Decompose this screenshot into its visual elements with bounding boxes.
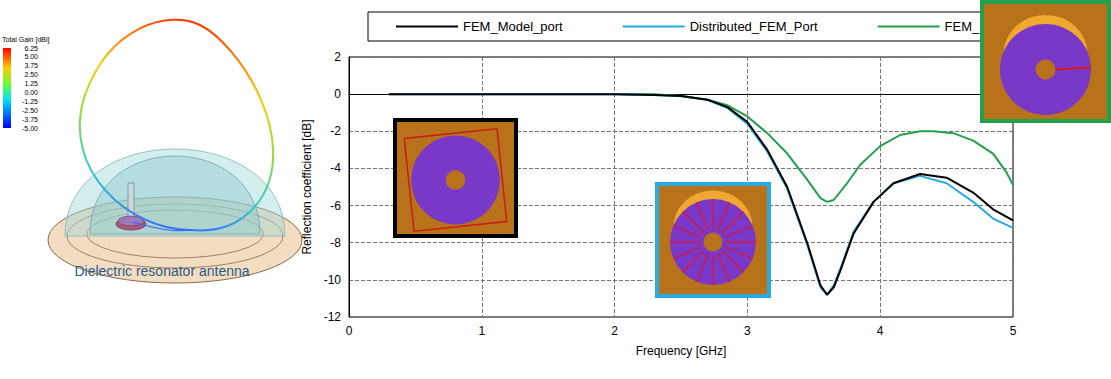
svg-text:-2: -2 <box>330 124 341 138</box>
svg-text:6.25: 6.25 <box>24 45 38 52</box>
svg-text:4: 4 <box>877 324 884 338</box>
svg-text:Frequency [GHz]: Frequency [GHz] <box>636 344 727 358</box>
svg-text:5: 5 <box>1010 324 1017 338</box>
svg-text:-6: -6 <box>330 199 341 213</box>
svg-text:-10: -10 <box>324 273 342 287</box>
svg-text:0.00: 0.00 <box>24 89 38 96</box>
svg-text:2: 2 <box>334 50 341 64</box>
svg-text:-1.25: -1.25 <box>22 98 38 105</box>
svg-text:-8: -8 <box>330 236 341 250</box>
svg-text:3: 3 <box>744 324 751 338</box>
svg-text:3.75: 3.75 <box>24 62 38 69</box>
svg-text:1: 1 <box>478 324 485 338</box>
svg-text:0: 0 <box>346 324 353 338</box>
svg-text:Total Gain [dBi]: Total Gain [dBi] <box>2 36 50 44</box>
svg-text:2: 2 <box>611 324 618 338</box>
svg-text:-12: -12 <box>324 310 342 324</box>
svg-text:2.50: 2.50 <box>24 71 38 78</box>
svg-text:-5.00: -5.00 <box>22 125 38 132</box>
svg-text:Reflection coefficient [dB]: Reflection coefficient [dB] <box>300 119 314 254</box>
svg-text:1.25: 1.25 <box>24 80 38 87</box>
svg-text:Dielectric resonator antenna: Dielectric resonator antenna <box>74 263 249 279</box>
svg-text:-3.75: -3.75 <box>22 116 38 123</box>
svg-text:-2.50: -2.50 <box>22 107 38 114</box>
svg-text:FEM_Model_port: FEM_Model_port <box>463 19 563 34</box>
svg-text:FEM_Line_Port: FEM_Line_Port <box>945 19 1036 34</box>
svg-text:-4: -4 <box>330 161 341 175</box>
svg-text:Distributed_FEM_Port: Distributed_FEM_Port <box>690 19 818 34</box>
svg-text:0: 0 <box>334 87 341 101</box>
svg-text:5.00: 5.00 <box>24 53 38 60</box>
